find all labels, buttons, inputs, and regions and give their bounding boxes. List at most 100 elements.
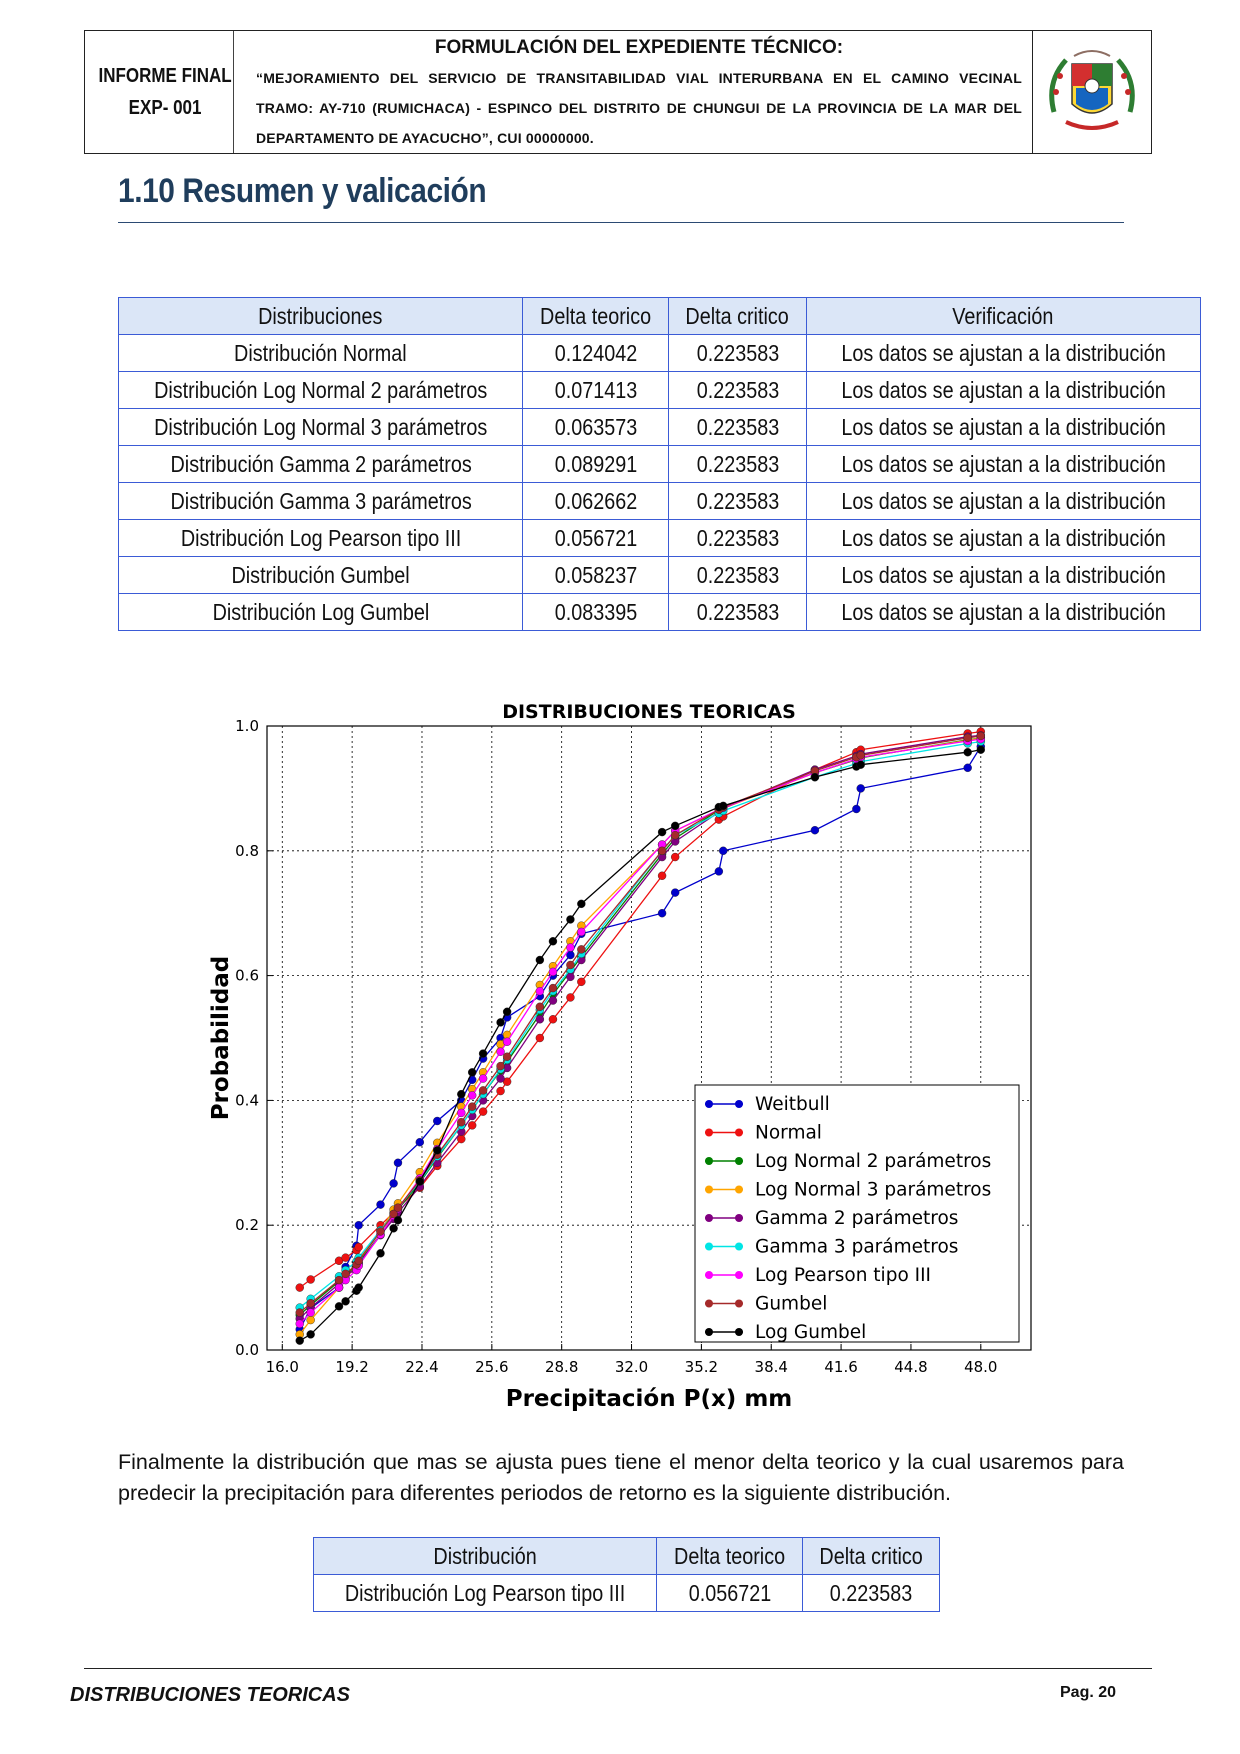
verification: Los datos se ajustan a la distribución (841, 376, 1166, 403)
footer-divider (84, 1668, 1152, 1669)
data-point (295, 1283, 304, 1292)
legend-label: Weitbull (755, 1094, 830, 1115)
x-tick-label: 22.4 (405, 1358, 438, 1376)
data-point (354, 1221, 363, 1230)
municipal-crest-logo (1049, 50, 1135, 130)
page-number: Pag. 20 (1060, 1684, 1117, 1701)
delta-critico: 0.223583 (696, 376, 779, 403)
data-point (457, 1108, 466, 1118)
x-axis-label: Precipitación P(x) mm (506, 1386, 793, 1412)
y-axis-label: Probabilidad (208, 956, 234, 1121)
data-point (306, 1330, 315, 1339)
data-point (810, 772, 820, 782)
delta-critico: 0.223583 (696, 450, 779, 477)
data-point (433, 1116, 442, 1126)
table-row: Distribución Log Pearson tipo III 0.0567… (312, 1574, 941, 1612)
data-point (415, 1177, 425, 1186)
delta-teorico: 0.062662 (554, 487, 638, 514)
x-tick-label: 16.0 (266, 1358, 299, 1376)
legend-marker (705, 1242, 713, 1251)
x-tick-label: 44.8 (894, 1358, 927, 1376)
column-header: Delta critico (685, 302, 790, 329)
data-point (535, 987, 545, 996)
legend-label: Log Gumbel (755, 1322, 866, 1343)
data-point (334, 1302, 344, 1311)
distributions-chart: DISTRIBUCIONES TEORICAS 16.0 19.2 22.4 25.6… (208, 701, 1032, 1412)
delta-critico: 0.223583 (696, 339, 779, 366)
distribution-name: Distribución Log Pearson tipo III (180, 524, 461, 551)
column-header: Delta teorico (674, 1542, 786, 1569)
data-point (963, 748, 972, 757)
data-point (306, 1275, 315, 1284)
legend-label: Log Normal 2 parámetros (755, 1151, 991, 1172)
verification: Los datos se ajustan a la distribución (841, 450, 1166, 477)
delta-critico: 0.223583 (696, 561, 779, 588)
data-point (389, 1209, 398, 1219)
data-point (306, 1315, 315, 1325)
data-point (566, 960, 575, 970)
verification: Los datos se ajustan a la distribución (841, 524, 1166, 551)
data-point (306, 1308, 315, 1317)
column-header: Delta teorico (540, 302, 652, 329)
data-point (856, 760, 865, 769)
legend-marker (705, 1100, 713, 1108)
x-tick-label: 38.4 (755, 1358, 788, 1376)
verification: Los datos se ajustan a la distribución (841, 598, 1166, 625)
x-tick-label: 41.6 (824, 1358, 857, 1376)
delta-teorico: 0.056721 (688, 1579, 771, 1606)
data-point (976, 745, 985, 754)
distribution-name: Distribución Log Normal 3 parámetros (154, 413, 488, 440)
data-point (496, 1074, 505, 1083)
data-point (852, 804, 861, 814)
data-point (719, 846, 728, 856)
data-point (467, 1091, 477, 1100)
data-point (393, 1216, 403, 1225)
project-heading: FORMULACIÓN DEL EXPEDIENTE TÉCNICO: (434, 37, 844, 58)
data-point (478, 1074, 488, 1083)
legend-label: Gamma 3 parámetros (755, 1237, 958, 1258)
conclusion-paragraph: Finalmente la distribución que mas se aj… (118, 1447, 1124, 1509)
data-point (810, 826, 820, 835)
data-point (334, 1275, 344, 1285)
legend-marker (705, 1299, 713, 1308)
axis-ticks: 16.0 19.2 22.4 25.6 28.8 32.0 35.2 38.4 41.6 44.8… (235, 717, 997, 1376)
x-tick-label: 19.2 (335, 1358, 368, 1376)
data-point (577, 977, 586, 987)
verification: Los datos se ajustan a la distribución (841, 413, 1166, 440)
data-point (548, 983, 558, 993)
data-point (415, 1138, 425, 1147)
legend-marker (705, 1128, 713, 1137)
data-point (496, 1086, 505, 1096)
page-header: INFORME FINAL EXP- 001 FORMULACIÓN DEL E… (84, 30, 1152, 154)
y-tick-label: 1.0 (235, 717, 259, 735)
legend-marker (735, 1328, 743, 1336)
x-tick-label: 35.2 (685, 1358, 718, 1376)
table-row: Distribución Log Normal 2 parámetros 0.07… (117, 371, 1201, 409)
legend-label: Gumbel (755, 1294, 827, 1315)
distribution-name: Distribución Log Gumbel (212, 598, 429, 625)
data-point (295, 1308, 304, 1317)
data-point (577, 927, 586, 937)
data-point (963, 733, 972, 743)
data-point (566, 972, 575, 982)
x-tick-label: 28.8 (545, 1358, 578, 1376)
data-point (306, 1299, 315, 1308)
report-code: EXP- 001 (128, 97, 202, 119)
data-point (535, 955, 545, 965)
data-point (548, 967, 558, 977)
legend-marker (735, 1185, 743, 1194)
distribution-name: Distribución Gamma 2 parámetros (170, 450, 472, 477)
distribution-name: Distribución Gumbel (231, 561, 410, 588)
y-tick-label: 0.2 (235, 1216, 259, 1234)
data-point (714, 867, 724, 876)
summary-table: Distribuciones Delta teorico Delta criti… (117, 297, 1201, 631)
y-tick-label: 0.8 (235, 842, 259, 860)
legend-marker (735, 1157, 743, 1165)
table-row: Distribución Gumbel 0.058237 0.223583 Los d… (117, 556, 1201, 594)
data-point (354, 1283, 363, 1292)
y-tick-label: 0.4 (235, 1091, 259, 1109)
x-tick-label: 48.0 (964, 1358, 997, 1376)
data-point (334, 1283, 344, 1292)
data-point (670, 821, 680, 831)
data-point (535, 1015, 545, 1024)
